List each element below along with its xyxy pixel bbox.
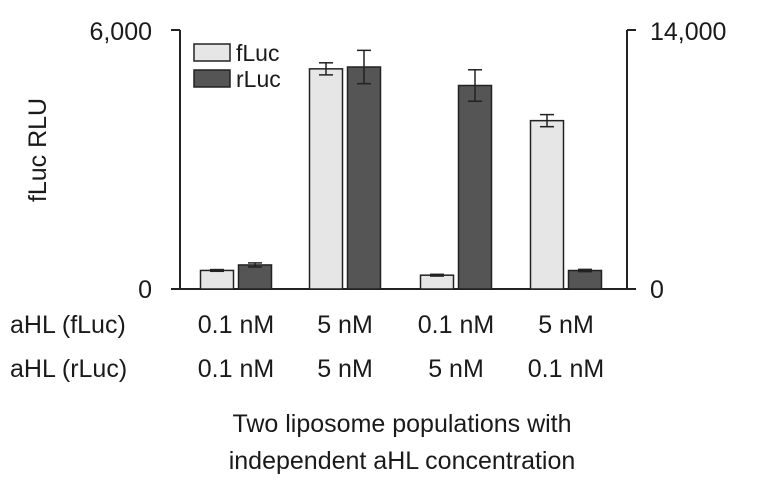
legend-swatch-fluc xyxy=(193,43,231,62)
x-axis-title-line2: independent aHL concentration xyxy=(229,447,576,475)
row-label-rluc: aHL (rLuc) xyxy=(10,355,127,383)
bars-layer xyxy=(199,66,603,290)
y-axis-title: fLuc RLU xyxy=(24,98,52,202)
group-labels: 0.1 nM 0.1 nM 5 nM 5 nM 0.1 nM 5 nM 5 nM 0.1 nM xyxy=(198,311,604,383)
error-bars-layer xyxy=(210,49,592,277)
group-fluc-label-1: 0.1 nM xyxy=(198,311,274,339)
bar-fluc-2 xyxy=(308,68,344,290)
group-fluc-label-2: 5 nM xyxy=(317,311,373,339)
group-fluc-label-4: 5 nM xyxy=(538,311,594,339)
error-bar-rluc-4 xyxy=(578,268,592,273)
bar-rluc-3 xyxy=(457,84,493,290)
bar-fluc-1 xyxy=(199,269,235,290)
error-bar-fluc-3 xyxy=(430,273,444,277)
error-bar-rluc-3 xyxy=(468,69,482,102)
group-rluc-label-2: 5 nM xyxy=(317,355,373,383)
bar-fluc-4 xyxy=(529,119,565,290)
left-tick-label-top: 6,000 xyxy=(89,18,152,46)
left-tick-label-bottom: 0 xyxy=(138,276,152,304)
row-label-fluc: aHL (fLuc) xyxy=(10,311,126,339)
error-bar-fluc-4 xyxy=(540,113,554,128)
x-axis-title-line1: Two liposome populations with xyxy=(232,410,571,438)
group-rluc-label-3: 5 nM xyxy=(428,355,484,383)
bar-rluc-2 xyxy=(346,66,382,290)
right-tick-label-top: 14,000 xyxy=(650,18,726,46)
legend-swatch-rluc xyxy=(193,69,231,88)
legend: fLuc rLuc xyxy=(193,40,281,92)
legend-label-rluc: rLuc xyxy=(236,66,281,92)
group-rluc-label-1: 0.1 nM xyxy=(198,355,274,383)
error-bar-fluc-2 xyxy=(319,62,333,76)
legend-label-fluc: fLuc xyxy=(236,40,279,66)
error-bar-rluc-1 xyxy=(248,262,262,268)
bar-rluc-1 xyxy=(237,264,273,290)
error-bar-rluc-2 xyxy=(357,49,371,85)
right-tick-label-bottom: 0 xyxy=(650,276,664,304)
error-bar-fluc-1 xyxy=(210,268,224,273)
bar-rluc-4 xyxy=(567,269,603,290)
bar-fluc-3 xyxy=(419,274,455,290)
group-rluc-label-4: 0.1 nM xyxy=(528,355,604,383)
group-fluc-label-3: 0.1 nM xyxy=(418,311,494,339)
